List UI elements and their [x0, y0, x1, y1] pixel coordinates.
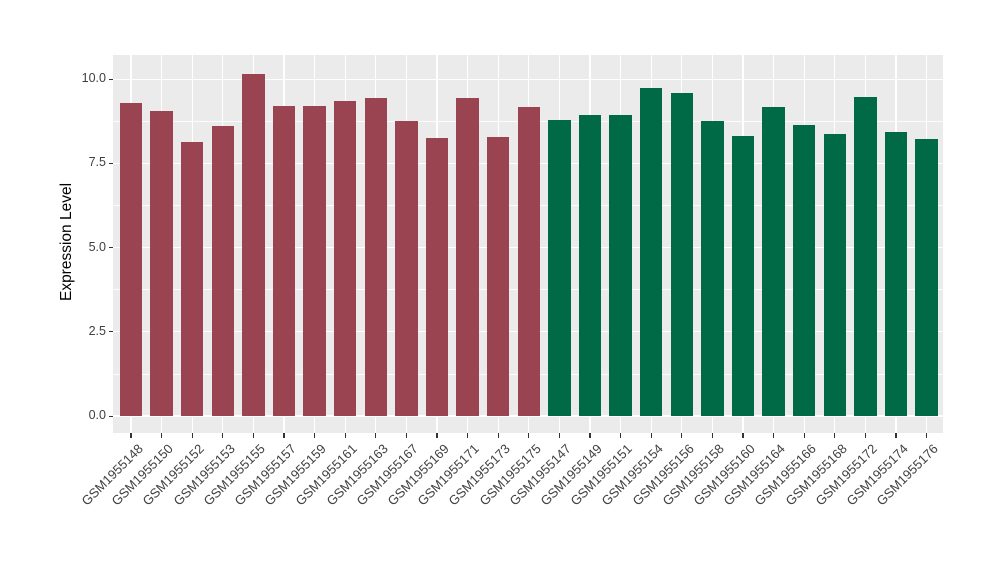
y-tick-label: 10.0 — [81, 71, 106, 86]
y-tick-mark — [108, 331, 113, 333]
x-tick-mark — [497, 433, 499, 438]
bar-GSM1955159 — [303, 106, 326, 416]
bar-GSM1955157 — [272, 106, 296, 416]
x-tick-mark — [803, 433, 805, 438]
bar-GSM1955164 — [762, 107, 785, 416]
x-tick-mark — [558, 433, 560, 438]
bar-GSM1955147 — [548, 119, 571, 416]
x-tick-mark — [650, 433, 652, 438]
bar-GSM1955169 — [425, 138, 449, 416]
bar-GSM1955155 — [242, 73, 265, 416]
y-tick-mark — [108, 162, 113, 164]
x-tick-mark — [926, 433, 928, 438]
x-tick-mark — [773, 433, 775, 438]
x-tick-mark — [711, 433, 713, 438]
bar-GSM1955150 — [150, 110, 173, 416]
x-tick-mark — [375, 433, 377, 438]
bar-GSM1955168 — [823, 133, 847, 416]
bar-GSM1955148 — [119, 103, 143, 416]
x-tick-mark — [283, 433, 285, 438]
bar-GSM1955174 — [884, 132, 908, 416]
bar-GSM1955152 — [180, 141, 204, 416]
x-tick-mark — [528, 433, 530, 438]
bar-GSM1955175 — [517, 107, 541, 416]
x-tick-mark — [834, 433, 836, 438]
y-tick-label: 0.0 — [88, 408, 106, 422]
bar-GSM1955173 — [486, 137, 510, 416]
major-gridline — [113, 78, 943, 80]
x-tick-mark — [161, 433, 163, 438]
bar-GSM1955171 — [456, 98, 479, 416]
y-tick-mark — [108, 415, 113, 417]
x-tick-mark — [314, 433, 316, 438]
bar-GSM1955160 — [731, 135, 755, 416]
x-tick-mark — [864, 433, 866, 438]
x-tick-mark — [620, 433, 622, 438]
y-tick-label: 2.5 — [88, 323, 106, 338]
x-tick-mark — [742, 433, 744, 438]
bar-GSM1955154 — [639, 88, 663, 416]
x-tick-mark — [895, 433, 897, 438]
y-tick-label: 7.5 — [88, 155, 106, 170]
bar-GSM1955176 — [915, 139, 938, 416]
bar-GSM1955156 — [670, 92, 694, 416]
x-tick-mark — [436, 433, 438, 438]
y-tick-mark — [108, 78, 113, 80]
x-tick-mark — [191, 433, 193, 438]
x-tick-mark — [344, 433, 346, 438]
x-tick-mark — [130, 433, 132, 438]
bar-GSM1955153 — [211, 126, 235, 416]
bar-GSM1955149 — [578, 114, 602, 416]
bar-GSM1955167 — [395, 120, 418, 416]
x-tick-mark — [252, 433, 254, 438]
bar-GSM1955161 — [333, 101, 357, 416]
y-axis-title: Expression Level — [58, 182, 75, 302]
bar-GSM1955158 — [701, 120, 724, 416]
x-tick-mark — [405, 433, 407, 438]
bar-GSM1955166 — [792, 125, 816, 416]
y-tick-mark — [108, 247, 113, 249]
x-tick-mark — [681, 433, 683, 438]
major-gridline — [113, 415, 943, 417]
x-tick-mark — [589, 433, 591, 438]
x-tick-mark — [222, 433, 224, 438]
bar-GSM1955151 — [609, 114, 632, 416]
y-tick-label: 5.0 — [88, 239, 106, 254]
bar-GSM1955163 — [364, 98, 388, 416]
x-tick-mark — [467, 433, 469, 438]
bar-GSM1955172 — [854, 97, 877, 416]
plot-panel — [113, 55, 943, 433]
